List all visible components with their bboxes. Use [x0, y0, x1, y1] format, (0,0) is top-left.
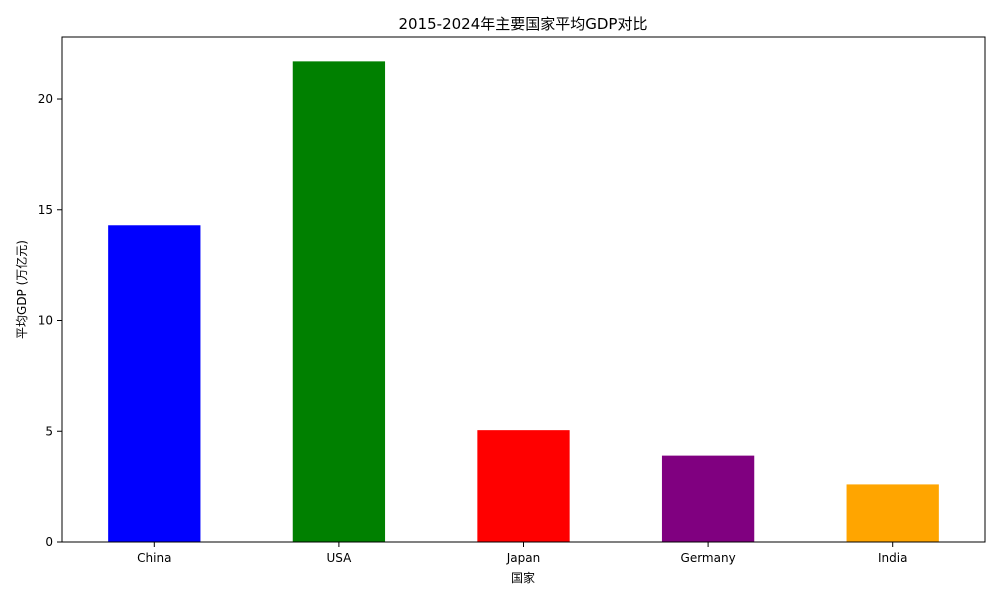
- bar-usa: [292, 61, 386, 543]
- y-tick-label: 10: [38, 314, 53, 328]
- plot-area: 0 5 10 15 20 China USA Japan Germany India: [38, 36, 986, 565]
- x-tick-label: USA: [326, 551, 352, 565]
- y-axis-label: 平均GDP (万亿元): [14, 240, 29, 339]
- plot-frame: [61, 36, 986, 543]
- x-tick-label: India: [878, 551, 907, 565]
- y-tick-label: 15: [38, 203, 53, 217]
- y-axis-ticks: 0 5 10 15 20: [38, 92, 62, 549]
- y-tick-label: 5: [45, 424, 53, 438]
- x-tick-label: Germany: [681, 551, 736, 565]
- x-tick-label: China: [137, 551, 171, 565]
- x-tick-label: Japan: [506, 551, 540, 565]
- chart-title: 2015-2024年主要国家平均GDP对比: [399, 15, 648, 33]
- bars-group: [108, 61, 939, 543]
- y-tick-label: 0: [45, 535, 53, 549]
- bar-germany: [661, 455, 755, 542]
- x-axis-ticks: China USA Japan Germany India: [137, 542, 907, 565]
- bar-japan: [477, 430, 570, 542]
- x-axis-label: 国家: [511, 570, 535, 585]
- y-tick-label: 20: [38, 92, 53, 106]
- bar-china: [108, 225, 201, 542]
- bar-india: [846, 484, 939, 542]
